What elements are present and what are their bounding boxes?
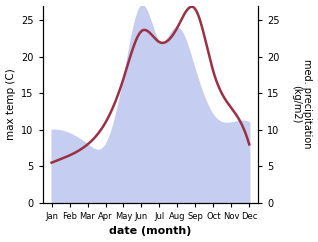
Y-axis label: med. precipitation
(kg/m2): med. precipitation (kg/m2) [291, 60, 313, 149]
Y-axis label: max temp (C): max temp (C) [5, 68, 16, 140]
X-axis label: date (month): date (month) [109, 227, 192, 236]
